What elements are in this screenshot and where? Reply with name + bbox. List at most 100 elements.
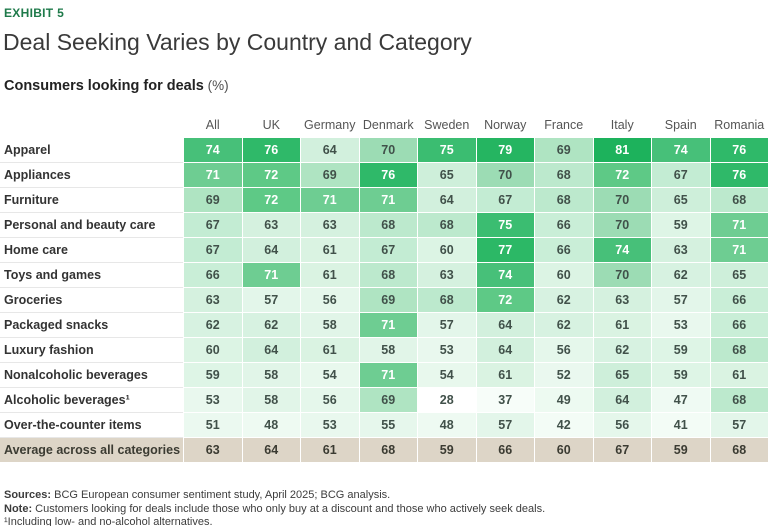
heatmap-cell: 52 [535,363,593,387]
note-text: Customers looking for deals include thos… [32,502,546,515]
heatmap-cell: 71 [184,163,242,187]
heatmap-cell: 68 [359,263,417,287]
heatmap-cell: 69 [184,188,242,212]
row-label: Packaged snacks [0,313,183,337]
heatmap-cell: 64 [301,138,359,162]
heatmap-cell: 64 [593,388,651,412]
heatmap-cell: 58 [242,388,300,412]
heatmap-table: All UK Germany Denmark Sweden Norway France Ita… [0,115,768,462]
heatmap-cell: 28 [418,388,476,412]
heatmap-cell: 59 [652,213,710,237]
sources-text: BCG European consumer sentiment study, A… [51,489,391,501]
heatmap-cell: 67 [476,188,534,212]
average-row-cell: 68 [359,438,417,462]
heatmap-cell: 59 [652,338,710,362]
average-row-cell: 59 [418,438,476,462]
average-row-cell: 63 [184,438,242,462]
heatmap-cell: 64 [476,313,534,337]
heatmap-cell: 71 [301,188,359,212]
heatmap-cell: 71 [242,263,300,287]
heatmap-cell: 47 [652,388,710,412]
heatmap-cell: 61 [710,363,768,387]
heatmap-cell: 61 [476,363,534,387]
heatmap-cell: 79 [476,138,534,162]
heatmap-cell: 68 [418,288,476,312]
heatmap-cell: 57 [476,413,534,437]
exhibit-label: EXHIBIT 5 [4,6,65,20]
heatmap-cell: 66 [535,213,593,237]
heatmap-cell: 66 [710,313,768,337]
heatmap-cell: 65 [418,163,476,187]
heatmap-cell: 77 [476,238,534,262]
heatmap-cell: 70 [593,188,651,212]
heatmap-cell: 60 [418,238,476,262]
note-line: Note: Customers looking for deals includ… [4,503,768,517]
column-header-spain: Spain [664,118,697,132]
heatmap-cell: 68 [418,213,476,237]
heatmap-cell: 56 [301,388,359,412]
heatmap-cell: 42 [535,413,593,437]
heatmap-cell: 68 [535,163,593,187]
heatmap-cell: 71 [359,313,417,337]
column-header-denmark: Denmark [362,118,414,132]
heatmap-cell: 61 [301,238,359,262]
heatmap-cell: 61 [593,313,651,337]
heatmap-cell: 74 [593,238,651,262]
heatmap-cell: 62 [184,313,242,337]
heatmap-cell: 61 [301,263,359,287]
heatmap-cell: 63 [652,238,710,262]
footer-notes: Sources: BCG European consumer sentiment… [4,489,768,526]
heatmap-cell: 60 [184,338,242,362]
heatmap-cell: 76 [242,138,300,162]
column-header-romania: Romania [714,118,765,132]
heatmap-cell: 67 [359,238,417,262]
heatmap-cell: 58 [359,338,417,362]
subtitle-unit: (%) [203,78,229,93]
heatmap-cell: 74 [184,138,242,162]
heatmap-cell: 55 [359,413,417,437]
heatmap-cell: 70 [593,263,651,287]
row-label: Groceries [0,288,183,312]
heatmap-cell: 54 [418,363,476,387]
heatmap-cell: 71 [710,213,768,237]
heatmap-cell: 75 [476,213,534,237]
heatmap-cell: 72 [593,163,651,187]
row-label: Home care [0,238,183,262]
heatmap-cell: 63 [301,213,359,237]
heatmap-cell: 66 [710,288,768,312]
heatmap-cell: 53 [418,338,476,362]
chart-subtitle: Consumers looking for deals (%) [4,77,768,95]
heatmap-cell: 65 [710,263,768,287]
heatmap-cell: 72 [242,188,300,212]
heatmap-cell: 70 [359,138,417,162]
heatmap-cell: 72 [476,288,534,312]
heatmap-cell: 66 [535,238,593,262]
average-row-cell: 59 [652,438,710,462]
heatmap-cell: 68 [359,213,417,237]
heatmap-cell: 70 [476,163,534,187]
average-row-cell: 61 [301,438,359,462]
row-label: Luxury fashion [0,338,183,362]
row-label: Furniture [0,188,183,212]
heatmap-cell: 63 [593,288,651,312]
heatmap-cell: 69 [359,388,417,412]
column-header-norway: Norway [484,118,527,132]
heatmap-cell: 49 [535,388,593,412]
heatmap-cell: 66 [184,263,242,287]
heatmap-cell: 48 [242,413,300,437]
heatmap-cell: 57 [418,313,476,337]
heatmap-cell: 54 [301,363,359,387]
row-label: Nonalcoholic beverages [0,363,183,387]
heatmap-cell: 68 [535,188,593,212]
heatmap-cell: 68 [710,338,768,362]
heatmap-cell: 64 [476,338,534,362]
heatmap-cell: 62 [652,263,710,287]
heatmap-cell: 64 [242,338,300,362]
heatmap-cell: 57 [652,288,710,312]
heatmap-cell: 37 [476,388,534,412]
heatmap-cell: 76 [359,163,417,187]
heatmap-cell: 71 [359,363,417,387]
column-header-germany: Germany [304,118,356,132]
row-label: Apparel [0,138,183,162]
